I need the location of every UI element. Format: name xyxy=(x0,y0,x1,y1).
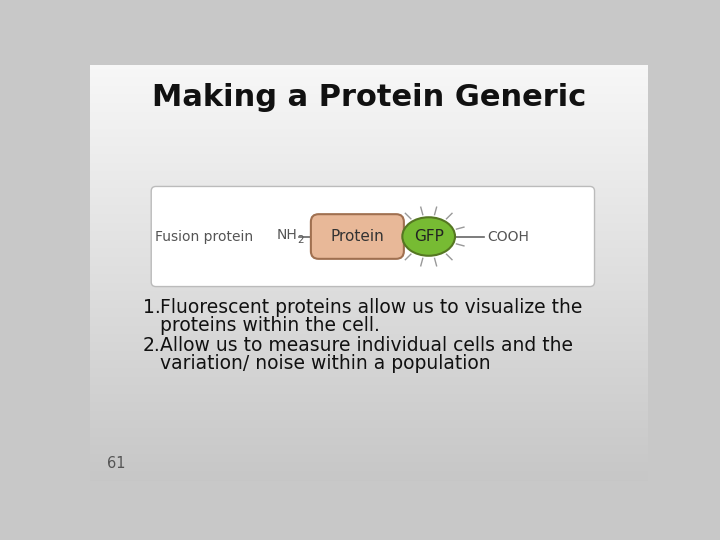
Text: COOH: COOH xyxy=(487,230,529,244)
Text: 2: 2 xyxy=(297,235,305,245)
Text: proteins within the cell.: proteins within the cell. xyxy=(160,316,379,335)
Text: 1.: 1. xyxy=(143,298,161,317)
FancyBboxPatch shape xyxy=(311,214,404,259)
Text: Fusion protein: Fusion protein xyxy=(155,230,253,244)
Text: 61: 61 xyxy=(107,456,125,471)
Text: Protein: Protein xyxy=(330,229,384,244)
Text: 2.: 2. xyxy=(143,336,161,355)
Text: Fluorescent proteins allow us to visualize the: Fluorescent proteins allow us to visuali… xyxy=(160,298,582,317)
Text: Allow us to measure individual cells and the: Allow us to measure individual cells and… xyxy=(160,336,572,355)
Text: GFP: GFP xyxy=(414,229,444,244)
Text: Making a Protein Generic: Making a Protein Generic xyxy=(152,83,586,112)
Ellipse shape xyxy=(402,217,455,256)
Text: variation/ noise within a population: variation/ noise within a population xyxy=(160,354,490,373)
FancyBboxPatch shape xyxy=(151,186,595,287)
Text: NH: NH xyxy=(277,228,297,242)
